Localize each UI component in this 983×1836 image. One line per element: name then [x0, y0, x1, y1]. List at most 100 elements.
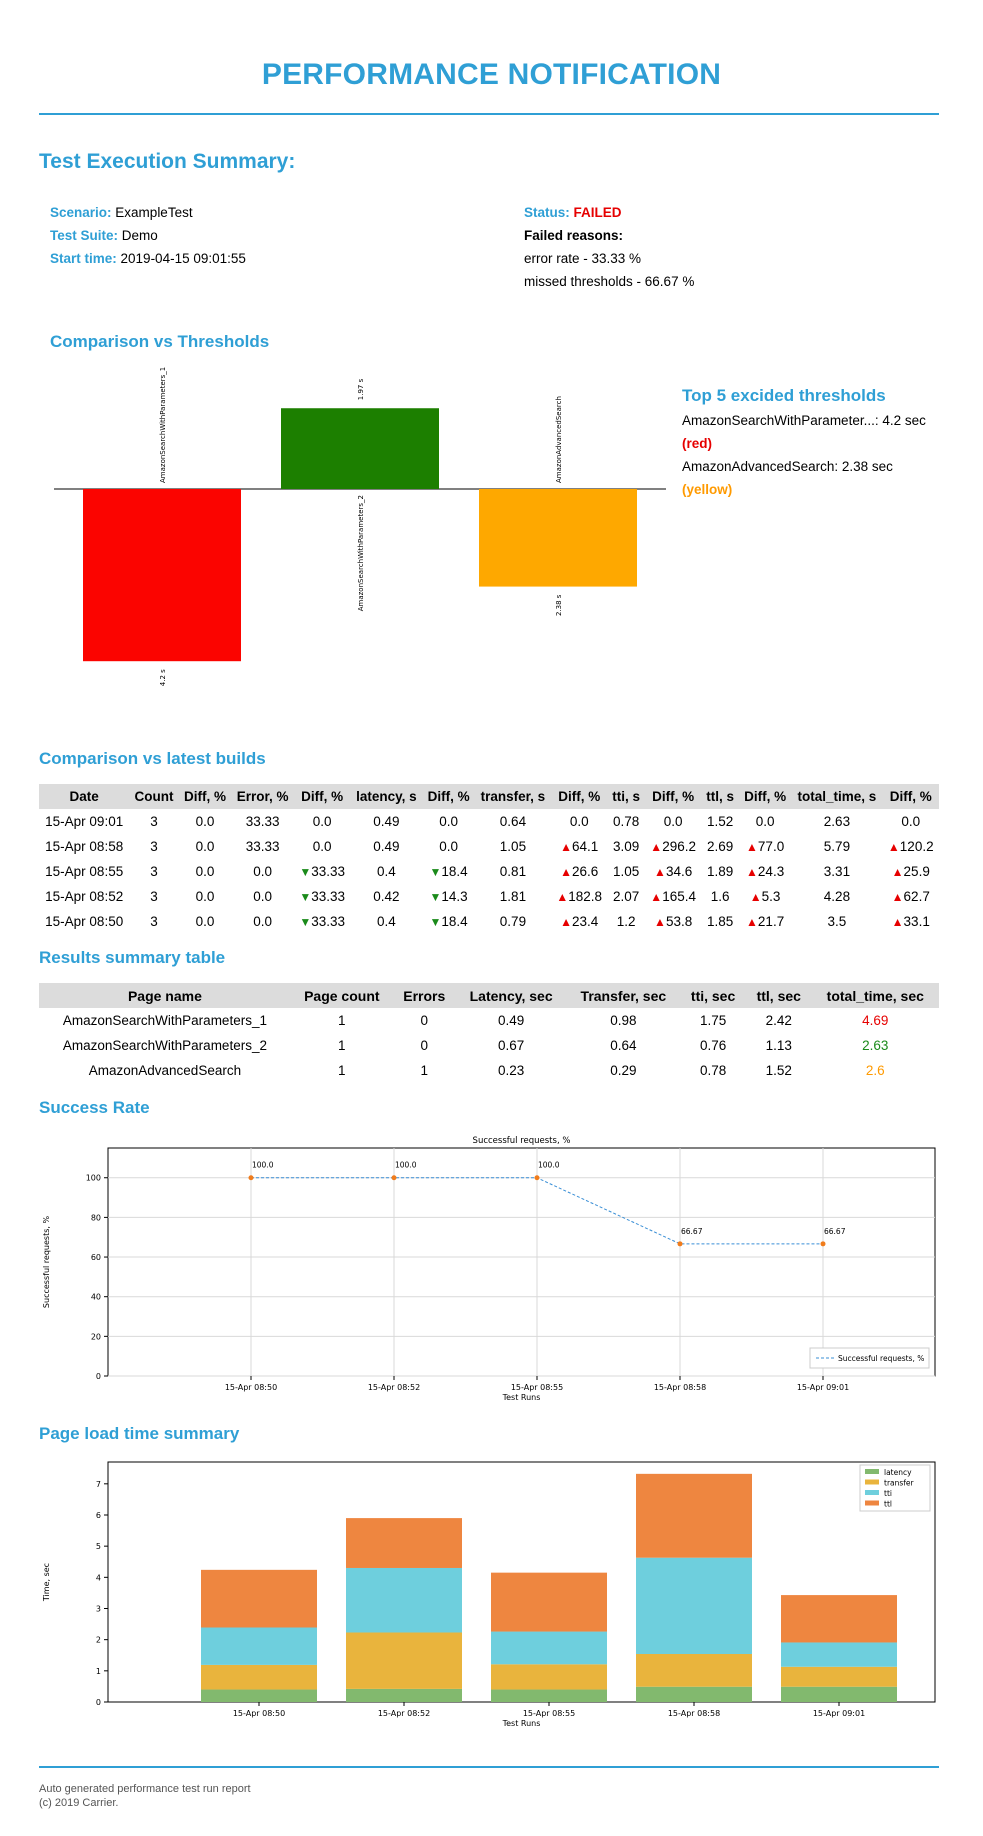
builds-cell: ▲23.4: [560, 914, 599, 929]
builds-cell: 3: [150, 914, 158, 929]
results-row: AmazonSearchWithParameters_2 1 0 0.67 0.64 0.…: [39, 1033, 939, 1058]
builds-cell: 0.0: [439, 814, 458, 829]
builds-col-header: Diff, %: [178, 784, 232, 809]
pageload-bar-segment: [636, 1473, 752, 1558]
success-point-label: 66.67: [681, 1227, 703, 1236]
pageload-y-tick-label: 7: [96, 1480, 101, 1489]
results-col-header: Latency, sec: [455, 983, 567, 1008]
builds-cell: 15-Apr 08:50: [45, 914, 124, 929]
builds-cell: 0.49: [373, 839, 400, 854]
builds-cell: 0.0: [195, 864, 215, 879]
top-thresholds-heading: Top 5 excided thresholds: [682, 386, 886, 405]
builds-cell: 0.0: [195, 889, 215, 904]
threshold-category-label: AmazonSearchWithParameters_2: [357, 495, 365, 611]
builds-cell: ▼33.33: [299, 864, 346, 879]
pageload-y-tick-label: 5: [96, 1542, 101, 1551]
builds-cell: 0.0: [439, 839, 458, 854]
pageload-y-tick-label: 0: [96, 1698, 101, 1707]
builds-col-header: total_time, s: [791, 784, 883, 809]
builds-cell: 33.33: [245, 814, 280, 829]
pageload-bar-segment: [201, 1664, 317, 1690]
threshold-value-label: 4.2 s: [159, 669, 167, 686]
builds-heading: Comparison vs latest builds: [39, 749, 266, 768]
threshold-category-label: AmazonSearchWithParameters_1: [159, 367, 167, 483]
builds-row: 15-Apr 08:52 3 0.0 0.0 ▼33.33 0.42 ▼14.3 1.81 ▲1…: [39, 884, 939, 909]
top-threshold-2: AmazonAdvancedSearch: 2.38 sec: [682, 459, 893, 474]
builds-cell: ▲5.3: [749, 889, 781, 904]
builds-row: 15-Apr 08:55 3 0.0 0.0 ▼33.33 0.4 ▼18.4 0.81 ▲26…: [39, 859, 939, 884]
results-cell: 2.6: [865, 1063, 885, 1078]
pageload-bar-segment: [346, 1518, 462, 1568]
results-table: Page name Page count Errors Latency, sec Tra…: [39, 983, 939, 1083]
results-row: AmazonSearchWithParameters_1 1 0 0.49 0.98 1.…: [39, 1008, 939, 1033]
builds-cell: 2.69: [706, 839, 734, 854]
results-cell: AmazonAdvancedSearch: [88, 1063, 242, 1078]
builds-col-header: latency, s: [350, 784, 423, 809]
results-cell: 1: [338, 1038, 346, 1053]
results-col-header: Transfer, sec: [566, 983, 681, 1008]
scenario-label: Scenario:: [50, 205, 112, 220]
builds-col-header: Diff, %: [551, 784, 608, 809]
pageload-x-tick-label: 15-Apr 08:58: [668, 1709, 720, 1718]
pageload-legend-swatch: [865, 1469, 879, 1474]
success-rate-chart: 0 20 40 60 80 100 15-Apr 08:50 15-Apr 08:52 15-A…: [42, 1136, 936, 1402]
builds-row: 15-Apr 09:01 3 0.0 33.33 0.0 0.49 0.0 0.64 0.0 0.…: [39, 809, 939, 834]
builds-cell: ▲53.8: [654, 914, 693, 929]
status-label: Status:: [524, 205, 570, 220]
builds-cell: 1.52: [706, 814, 734, 829]
results-heading: Results summary table: [39, 948, 226, 967]
builds-cell: 0.0: [312, 839, 332, 854]
footer-line-2: (c) 2019 Carrier.: [39, 1797, 119, 1809]
builds-cell: 0.0: [901, 814, 921, 829]
builds-cell: 0.0: [195, 814, 215, 829]
results-cell: 1.52: [765, 1063, 792, 1078]
builds-cell: ▲25.9: [891, 864, 930, 879]
failed-reason-1: error rate - 33.33 %: [524, 251, 642, 266]
results-cell: 0.49: [497, 1013, 525, 1028]
success-point-label: 100.0: [252, 1161, 274, 1170]
footer-line-1: Auto generated performance test run repo…: [39, 1783, 251, 1795]
suite-label: Test Suite:: [50, 228, 119, 243]
builds-cell: 3: [150, 814, 158, 829]
results-cell: 0.78: [699, 1063, 727, 1078]
builds-cell: 0.0: [663, 814, 683, 829]
results-row: AmazonAdvancedSearch 1 1 0.23 0.29 0.78 1.52 2.…: [39, 1058, 939, 1083]
pageload-y-tick-label: 3: [96, 1604, 101, 1613]
builds-cell: 0.4: [376, 864, 396, 879]
builds-cell: 0.0: [569, 814, 589, 829]
pageload-x-tick-label: 15-Apr 08:52: [378, 1709, 430, 1718]
success-y-tick-label: 0: [96, 1372, 101, 1381]
builds-cell: 0.79: [499, 914, 527, 929]
report-title: PERFORMANCE NOTIFICATION: [261, 58, 722, 91]
pageload-bar-segment: [346, 1688, 462, 1702]
pageload-legend-label: transfer: [884, 1479, 915, 1488]
success-y-tick-label: 100: [86, 1174, 101, 1183]
builds-cell: ▲34.6: [654, 864, 693, 879]
builds-col-header: Count: [129, 784, 179, 809]
pageload-bar-segment: [346, 1632, 462, 1689]
pageload-y-tick-label: 6: [96, 1511, 101, 1520]
suite-row: Test Suite: Demo: [50, 228, 158, 243]
pageload-bar-segment: [636, 1686, 752, 1702]
results-cell: 0.29: [610, 1063, 637, 1078]
success-y-axis-label: Successful requests, %: [42, 1216, 51, 1309]
pageload-bar-segment: [636, 1654, 752, 1687]
success-point: [534, 1175, 540, 1181]
builds-cell: 3: [150, 864, 158, 879]
builds-cell: ▼33.33: [299, 914, 346, 929]
results-cell: 2.42: [765, 1013, 792, 1028]
builds-cell: 5.79: [823, 839, 851, 854]
pageload-bar-segment: [781, 1666, 897, 1687]
summary-heading: Test Execution Summary:: [39, 150, 296, 173]
builds-cell: 1.05: [499, 839, 527, 854]
thresholds-heading: Comparison vs Thresholds: [50, 332, 270, 351]
page-load-chart: 0 1 2 3 4 5 6 7 15-Apr 08:50 15-Apr 08:52 15-Apr 0…: [42, 1461, 936, 1728]
results-col-header: Page name: [39, 983, 291, 1008]
pageload-bar-segment: [781, 1642, 897, 1667]
builds-cell: ▲165.4: [650, 889, 696, 904]
results-cell: AmazonSearchWithParameters_2: [62, 1038, 267, 1053]
pageload-y-tick-label: 4: [96, 1573, 101, 1582]
builds-table: Date Count Diff, % Error, % Diff, % latency, …: [39, 784, 939, 934]
success-point: [820, 1241, 826, 1247]
results-cell: 2.63: [862, 1038, 889, 1053]
